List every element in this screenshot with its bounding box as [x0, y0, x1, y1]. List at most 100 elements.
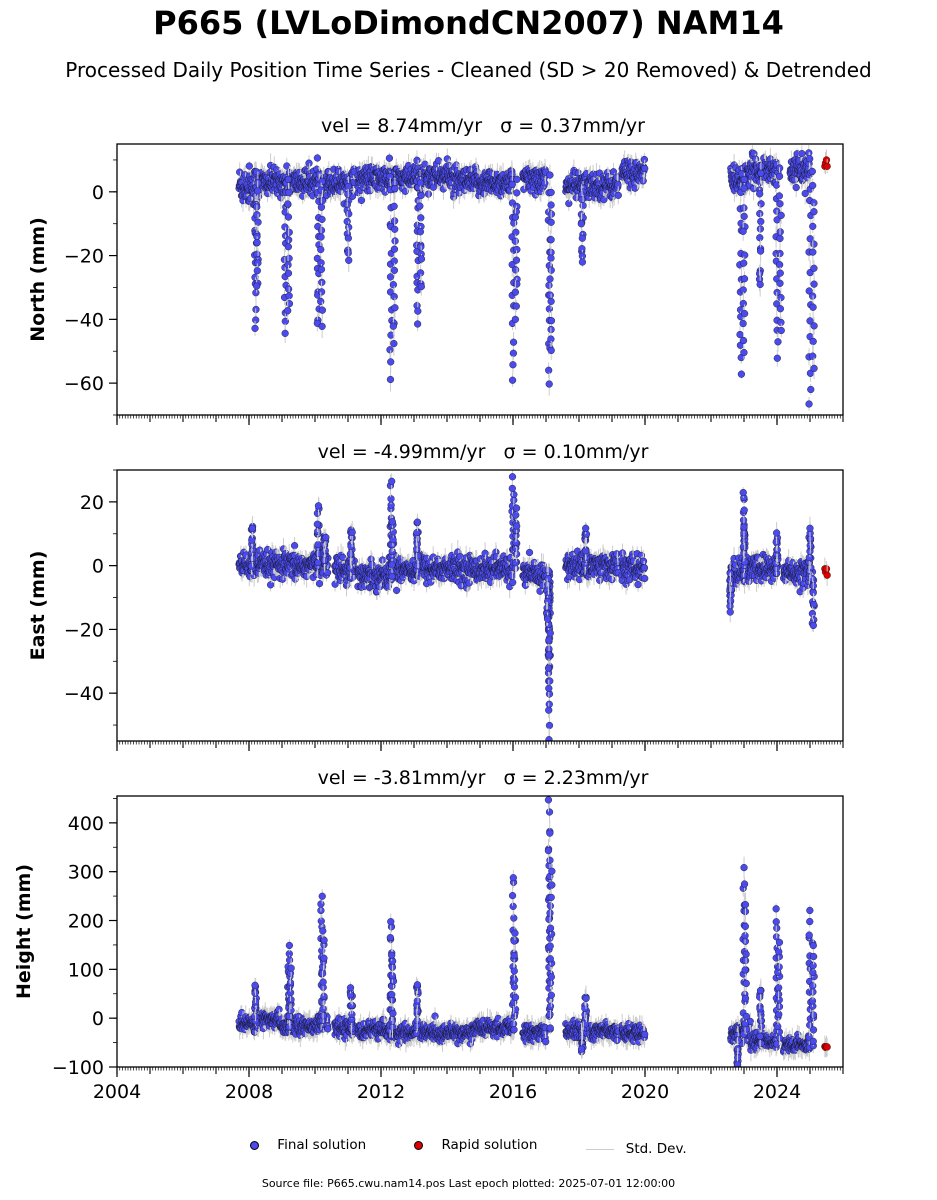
final-solution-point — [545, 366, 553, 374]
final-solution-point — [284, 269, 293, 277]
final-solution-point — [756, 280, 764, 289]
final-solution-point — [391, 225, 399, 233]
final-solution-point — [417, 214, 425, 222]
final-solution-point — [513, 189, 521, 197]
final-solution-point — [317, 233, 325, 241]
final-solution-point — [641, 164, 649, 173]
final-solution-point — [547, 317, 556, 325]
final-solution-point — [547, 188, 555, 196]
final-solution-point — [344, 249, 352, 257]
final-solution-point — [577, 220, 585, 228]
final-solution-point — [777, 294, 785, 302]
final-solution-point — [254, 187, 262, 195]
final-solution-point — [565, 199, 573, 208]
final-solution-point — [809, 303, 817, 311]
final-solution-point — [756, 225, 764, 233]
final-solution-point — [546, 291, 554, 299]
final-solution-point — [512, 256, 521, 264]
final-solution-point — [413, 156, 421, 164]
final-solution-point — [740, 212, 748, 220]
final-solution-point — [281, 329, 289, 337]
final-solution-point — [401, 187, 409, 195]
final-solution-point — [414, 307, 422, 315]
final-solution-point — [285, 285, 293, 293]
final-solution-point — [756, 234, 764, 242]
final-solution-point — [547, 201, 555, 209]
y-tick-label: −60 — [64, 373, 104, 395]
rapid-solution-point — [822, 156, 831, 164]
final-solution-point — [386, 346, 394, 354]
final-solution-point — [318, 288, 326, 296]
final-solution-point — [345, 256, 353, 264]
final-solution-point — [512, 302, 520, 310]
final-solution-point — [390, 293, 398, 301]
final-solution-point — [284, 213, 293, 221]
final-solution-point — [546, 171, 554, 179]
final-solution-point — [757, 169, 765, 177]
final-solution-point — [639, 177, 647, 185]
final-solution-point — [317, 245, 325, 254]
final-solution-point — [251, 324, 259, 332]
final-solution-point — [317, 203, 325, 211]
final-solution-point — [741, 309, 749, 318]
y-axis-label: North (mm) — [27, 217, 49, 342]
final-solution-point — [545, 281, 553, 289]
final-solution-point — [393, 586, 401, 595]
final-solution-point — [344, 234, 352, 242]
final-solution-point — [600, 196, 608, 204]
panel-1: 0 −20 −40 −60 vel = 8.74mm/yr σ = 0.37mm/yr N… — [27, 115, 844, 425]
final-solution-point — [389, 322, 397, 330]
chart-subtitle: Processed Daily Position Time Series - C… — [65, 58, 872, 82]
final-solution-point — [777, 326, 785, 335]
final-solution-point — [511, 315, 519, 323]
final-solution-point — [736, 330, 744, 339]
final-solution-point — [757, 217, 765, 226]
final-solution-point — [283, 162, 291, 170]
final-solution-point — [776, 234, 784, 243]
final-solution-point — [809, 181, 817, 190]
final-solution-point — [772, 181, 781, 189]
final-solution-point — [806, 155, 814, 163]
final-solution-point — [798, 150, 806, 158]
final-solution-point — [390, 339, 398, 348]
final-solution-point — [806, 317, 814, 325]
final-solution-point — [318, 306, 326, 314]
final-solution-point — [775, 172, 784, 180]
final-solution-point — [315, 580, 324, 588]
final-solution-point — [740, 348, 748, 357]
final-solution-point — [631, 184, 639, 192]
final-solution-point — [387, 358, 395, 366]
final-solution-point — [391, 185, 399, 193]
final-solution-point — [318, 197, 327, 205]
final-solution-point — [253, 267, 261, 275]
final-solution-point — [810, 280, 818, 288]
final-solution-point — [508, 376, 517, 384]
final-solution-point — [390, 245, 399, 253]
final-solution-point — [740, 175, 748, 184]
final-solution-point — [285, 292, 293, 300]
final-solution-point — [416, 202, 424, 210]
final-solution-point — [739, 336, 748, 345]
final-solution-point — [284, 200, 292, 208]
final-solution-point — [773, 354, 781, 362]
final-solution-point — [578, 258, 587, 266]
final-solution-point — [435, 157, 443, 165]
final-solution-point — [416, 228, 424, 236]
final-solution-point — [245, 162, 253, 170]
final-solution-point — [284, 307, 292, 315]
final-solution-point — [809, 222, 817, 230]
final-solution-point — [509, 338, 518, 346]
final-solution-point — [776, 269, 784, 277]
final-solution-point — [252, 289, 260, 297]
final-solution-point — [756, 247, 765, 255]
final-solution-point — [774, 338, 782, 346]
final-solution-point — [810, 208, 818, 216]
final-solution-point — [775, 192, 783, 200]
final-solution-point — [318, 215, 326, 223]
final-solution-point — [756, 210, 764, 218]
final-solution-point — [357, 196, 366, 204]
chart-title: P665 (LVLoDimondCN2007) NAM14 — [153, 4, 784, 42]
final-solution-point — [511, 266, 520, 274]
time-series-chart: 0 −20 −40 −60 vel = 8.74mm/yr σ = 0.37mm/yr N… — [13, 115, 844, 1103]
final-solution-point — [318, 177, 326, 185]
